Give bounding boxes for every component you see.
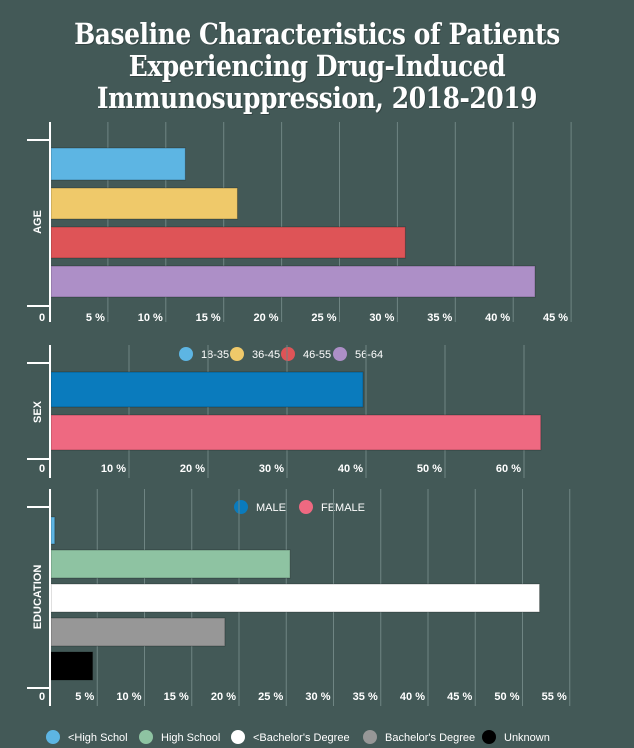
legend-label: <High Schol xyxy=(68,732,128,744)
x-tick-label: 15 % xyxy=(196,312,221,324)
legend-label: Unknown xyxy=(504,732,550,744)
bar-female xyxy=(50,414,542,451)
legend-label: 36-45 xyxy=(252,349,280,361)
x-tick-label: 5 % xyxy=(86,312,105,324)
bar-unknown xyxy=(50,651,94,681)
x-tick-label: 25 % xyxy=(311,312,336,324)
x-tick-label: 10 % xyxy=(116,691,141,703)
chart-title: Baseline Characteristics of Patients Exp… xyxy=(44,18,589,114)
x-tick-label: 5 % xyxy=(75,691,94,703)
x-tick-label: 60 % xyxy=(496,463,521,475)
legend-label: 56-64 xyxy=(355,349,383,361)
x-tick-label: 20 % xyxy=(180,463,205,475)
bar-male xyxy=(50,371,364,408)
bar-bachelor-s-degree xyxy=(50,617,226,647)
legend-label: 46-55 xyxy=(303,349,331,361)
x-tick-label: 25 % xyxy=(258,691,283,703)
x-tick-label: 0 xyxy=(39,312,45,324)
bar-56-64 xyxy=(50,265,536,298)
legend-swatch xyxy=(139,730,153,744)
title-line-1: Baseline Characteristics of Patients xyxy=(74,17,560,51)
x-tick-label: 55 % xyxy=(542,691,567,703)
bar-36-45 xyxy=(50,187,238,220)
y-axis-label: SEX xyxy=(32,400,44,423)
chart-panel-age: AGE 0 5 % 10 % 15 % 20 % 25 % 30 % 35 % 40 % 45 % 1… xyxy=(27,122,572,361)
legend-swatch xyxy=(281,347,295,361)
x-tick-label: 45 % xyxy=(447,691,472,703)
x-tick-label: 35 % xyxy=(353,691,378,703)
legend-label: FEMALE xyxy=(321,502,365,514)
x-tick-label: 10 % xyxy=(101,463,126,475)
title-line-2: Experiencing Drug-Induced xyxy=(128,49,506,83)
legend-swatch xyxy=(482,730,496,744)
legend-label: 18-35 xyxy=(201,349,229,361)
legend-swatch xyxy=(299,500,313,514)
x-tick-label: 20 % xyxy=(211,691,236,703)
x-tick-label: 45 % xyxy=(543,312,568,324)
chart-panel-education: EDUCATION 0 5 % 10 % 15 % 20 % 25 % 30 % 35 % 40 … xyxy=(27,489,571,744)
x-tick-label: 40 % xyxy=(338,463,363,475)
legend-label: <Bachelor's Degree xyxy=(253,732,350,744)
title-line-3: Immunosuppression, 2018-2019 xyxy=(96,81,538,115)
legend-swatch xyxy=(230,347,244,361)
x-tick-label: 40 % xyxy=(400,691,425,703)
legend-swatch xyxy=(179,347,193,361)
bar--high-schol xyxy=(50,516,56,545)
legend-swatch xyxy=(234,500,248,514)
legend-label: Bachelor's Degree xyxy=(385,732,475,744)
bar-high-school xyxy=(50,549,291,579)
bar-46-55 xyxy=(50,226,406,259)
chart-panel-sex: SEX 0 10 % 20 % 30 % 40 % 50 % 60 % MALE FEMALE xyxy=(27,345,542,514)
x-tick-label: 30 % xyxy=(369,312,394,324)
x-tick-label: 15 % xyxy=(164,691,189,703)
x-tick-label: 10 % xyxy=(138,312,163,324)
legend-label: High School xyxy=(161,732,220,744)
legend-swatch xyxy=(231,730,245,744)
x-tick-label: 50 % xyxy=(494,691,519,703)
x-tick-label: 0 xyxy=(39,691,45,703)
x-tick-label: 0 xyxy=(39,463,45,475)
x-tick-label: 20 % xyxy=(254,312,279,324)
bar--bachelor-s-degree xyxy=(50,583,541,613)
legend-swatch xyxy=(46,730,60,744)
legend-label: MALE xyxy=(256,502,286,514)
legend-swatch xyxy=(363,730,377,744)
bar-18-35 xyxy=(50,147,186,181)
x-tick-label: 40 % xyxy=(485,312,510,324)
y-axis-label: EDUCATION xyxy=(32,565,44,630)
x-tick-label: 30 % xyxy=(305,691,330,703)
y-axis-label: AGE xyxy=(32,210,44,234)
x-tick-label: 35 % xyxy=(427,312,452,324)
legend-swatch xyxy=(333,347,347,361)
x-tick-label: 30 % xyxy=(259,463,284,475)
x-tick-label: 50 % xyxy=(417,463,442,475)
